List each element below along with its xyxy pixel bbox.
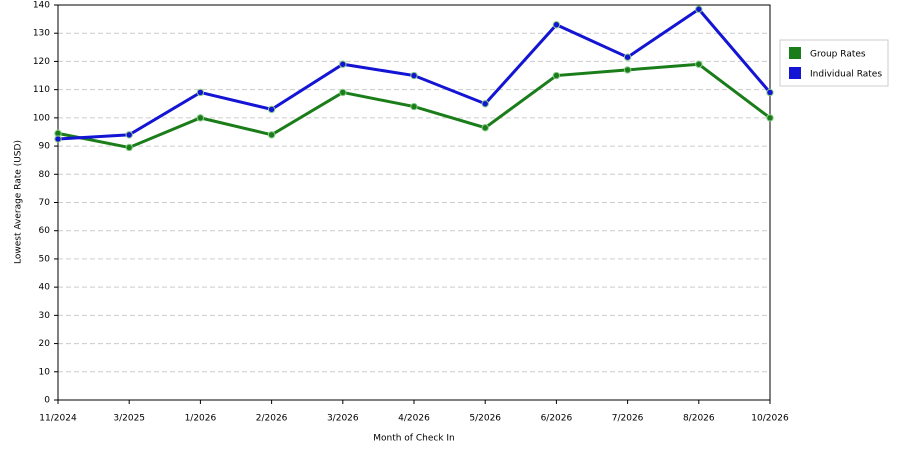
- point: [125, 131, 133, 139]
- x-tick-label: 3/2025: [113, 414, 145, 424]
- point: [623, 66, 632, 74]
- x-tick-label: 11/2024: [39, 414, 77, 424]
- point: [623, 53, 632, 61]
- legend-label: Individual Rates: [810, 70, 882, 80]
- point: [54, 135, 62, 143]
- x-tick-label: 7/2026: [612, 414, 644, 424]
- x-tick-label: 3/2026: [327, 414, 359, 424]
- point: [410, 71, 418, 80]
- point: [695, 5, 703, 13]
- point: [267, 105, 276, 114]
- x-tick-label: 1/2026: [185, 414, 217, 424]
- point: [766, 88, 774, 97]
- point: [695, 60, 703, 68]
- x-tick-label: 4/2026: [398, 414, 430, 424]
- y-tick-label: 0: [44, 396, 50, 406]
- y-tick-label: 10: [39, 367, 51, 377]
- point: [196, 114, 205, 122]
- x-tick-label: 2/2026: [256, 414, 288, 424]
- y-tick-label: 90: [39, 142, 51, 152]
- y-tick-label: 80: [39, 170, 51, 180]
- plot-frame: [57, 4, 771, 401]
- legend-label: Group Rates: [810, 50, 866, 60]
- y-tick-label: 130: [33, 29, 50, 39]
- y-tick-label: 110: [33, 85, 50, 95]
- x-tick-label: 8/2026: [683, 414, 715, 424]
- point: [481, 100, 489, 108]
- point: [552, 21, 561, 29]
- y-tick-label: 140: [33, 1, 50, 11]
- y-tick-label: 20: [39, 339, 51, 349]
- y-tick-label: 30: [39, 311, 51, 321]
- point: [339, 60, 347, 68]
- y-tick-label: 70: [39, 198, 51, 208]
- point: [410, 102, 418, 111]
- point: [552, 71, 561, 80]
- point: [766, 114, 774, 122]
- x-tick-label: 10/2026: [751, 414, 789, 424]
- legend-swatch: [789, 67, 801, 79]
- point: [125, 143, 133, 152]
- y-tick-label: 120: [33, 57, 50, 67]
- x-tick-label: 5/2026: [469, 414, 501, 424]
- point: [267, 131, 276, 139]
- y-tick-label: 100: [33, 113, 50, 123]
- x-axis-label: Month of Check In: [373, 434, 455, 444]
- y-tick-label: 60: [39, 226, 51, 236]
- x-tick-label: 6/2026: [541, 414, 573, 424]
- point: [481, 124, 489, 132]
- legend-swatch: [789, 47, 801, 59]
- y-tick-label: 40: [39, 283, 51, 293]
- y-tick-label: 50: [39, 254, 51, 264]
- point: [196, 88, 205, 97]
- point: [339, 88, 347, 97]
- y-axis-label: Lowest Average Rate (USD): [14, 140, 24, 264]
